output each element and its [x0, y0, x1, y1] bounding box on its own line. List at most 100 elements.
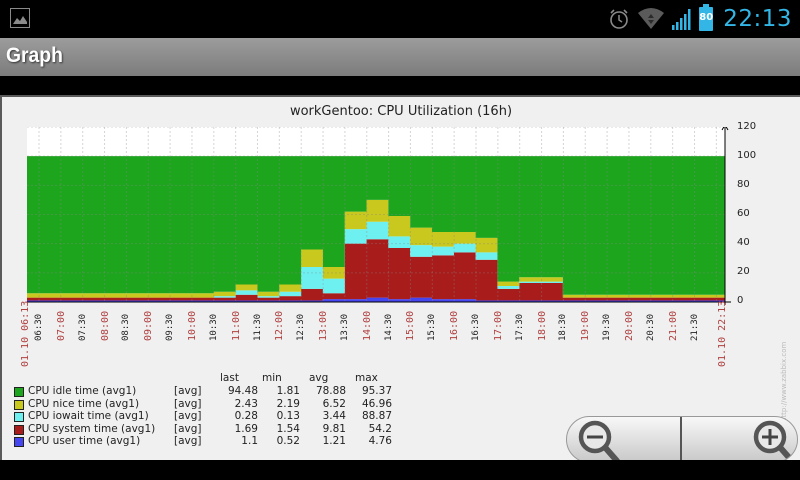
legend-function: [avg] [174, 422, 202, 435]
zoom-controls [566, 416, 798, 463]
x-axis-label: 14:00 [361, 310, 373, 341]
y-tick-label: 120 [737, 121, 757, 132]
legend-series-name: CPU idle time (avg1) [28, 385, 137, 397]
zoom-in-button[interactable] [682, 417, 795, 462]
x-axis-label: 07:00 [55, 310, 67, 341]
legend-header-last: last [220, 372, 239, 384]
series-area [27, 297, 725, 302]
x-axis-label: 16:00 [449, 310, 461, 341]
x-axis-label: 06:30 [34, 313, 44, 341]
legend-min: 2.19 [276, 397, 300, 410]
legend-last: 1.69 [234, 422, 258, 435]
legend-last: 94.48 [227, 385, 258, 397]
legend-max: 88.87 [361, 410, 392, 422]
legend-swatch [14, 412, 24, 422]
x-axis-label: 18:30 [558, 313, 569, 341]
legend-avg: 3.44 [322, 410, 346, 422]
legend-function: [avg] [174, 410, 202, 422]
legend-row: CPU system time (avg1) [avg] 1.69 1.54 9.81 5… [14, 423, 394, 436]
x-axis-label: 20:30 [645, 313, 656, 341]
zoom-out-icon [578, 420, 620, 462]
x-axis-label: 12:30 [296, 313, 307, 341]
status-bar: 80 22:13 [0, 0, 800, 38]
legend-header-min: min [262, 372, 282, 384]
x-axis-label: 08:30 [121, 313, 132, 341]
x-axis-label: 13:30 [339, 313, 350, 341]
bottom-bar [0, 460, 800, 480]
x-axis-label: 21:00 [667, 310, 679, 341]
zoom-out-button[interactable] [567, 417, 680, 462]
series-area [27, 221, 725, 298]
legend-header-avg: avg [309, 372, 329, 384]
legend-max: 54.2 [368, 422, 392, 435]
action-bar: Graph [0, 38, 800, 76]
x-axis-label: 20:00 [623, 310, 635, 341]
legend-avg: 6.52 [322, 397, 346, 410]
legend-series-name: CPU user time (avg1) [28, 435, 141, 447]
battery-level: 80 [699, 12, 714, 23]
legend-avg: 1.21 [322, 435, 346, 447]
x-axis-label: 11:30 [252, 313, 263, 341]
x-axis-label: 10:00 [186, 310, 198, 341]
zoom-divider [680, 417, 682, 462]
graph-title: workGentoo: CPU Utilization (16h) [289, 104, 513, 119]
x-axis-label: 09:00 [143, 310, 155, 341]
x-axis-label: 07:30 [77, 313, 88, 341]
status-clock: 22:13 [723, 6, 792, 32]
x-axis-label: 08:00 [99, 310, 111, 341]
x-axis-label: 18:00 [536, 310, 548, 341]
legend-min: 0.52 [276, 435, 300, 447]
x-axis-label: 01.10 22:13 [717, 300, 728, 367]
legend-last: 1.1 [241, 435, 258, 447]
y-tick-label: 80 [737, 179, 750, 190]
x-axis-label: 12:00 [274, 310, 286, 341]
y-tick-label: 100 [737, 150, 757, 161]
legend-swatch [14, 399, 24, 410]
y-tick-label: 60 [737, 208, 750, 219]
legend-min: 0.13 [276, 410, 300, 422]
legend-min: 1.81 [276, 385, 300, 397]
legend-series-name: CPU system time (avg1) [28, 422, 156, 435]
x-axis-label: 11:00 [230, 310, 242, 341]
zoom-in-icon [753, 420, 795, 462]
battery-icon: 80 [699, 4, 714, 31]
y-tick-label: 20 [737, 266, 750, 277]
x-axis-label: 16:30 [471, 313, 481, 341]
wifi-icon [638, 8, 665, 29]
graph-image[interactable]: workGentoo: CPU Utilization (16h) 120 100… [0, 95, 800, 460]
x-axis-label: 10:30 [208, 313, 219, 341]
x-axis-label: 14:30 [383, 313, 394, 341]
legend-row: CPU iowait time (avg1) [avg] 0.28 0.13 3.44 8… [14, 410, 394, 423]
gallery-notification-icon [10, 8, 30, 28]
legend-swatch [14, 387, 24, 397]
legend-avg: 9.81 [322, 422, 346, 435]
y-tick-label: 40 [737, 237, 750, 248]
legend-swatch [14, 437, 24, 447]
y-tick-label: 0 [737, 295, 744, 306]
signal-icon [672, 9, 691, 30]
x-axis-label: 13:00 [318, 310, 330, 341]
legend-last: 2.43 [234, 397, 258, 410]
legend-min: 1.54 [276, 422, 300, 435]
series-area [27, 199, 725, 298]
x-axis-label: 17:30 [514, 313, 525, 341]
x-axis-label: 15:00 [405, 310, 417, 341]
legend-function: [avg] [174, 385, 202, 397]
legend-series-name: CPU iowait time (avg1) [28, 410, 149, 422]
page-title: Graph [6, 44, 63, 67]
legend-last: 0.28 [234, 410, 258, 422]
alarm-icon [610, 9, 629, 29]
cpu-utilization-chart [27, 127, 731, 305]
legend-row: CPU user time (avg1) [avg] 1.1 0.52 1.21 4.76 [14, 435, 394, 448]
zabbix-watermark: http://www.zabbix.com [780, 341, 788, 422]
x-axis-label: 15:30 [427, 313, 438, 341]
legend-function: [avg] [174, 435, 202, 447]
legend-function: [avg] [174, 397, 202, 410]
legend-max: 95.37 [361, 385, 392, 397]
legend-series-name: CPU nice time (avg1) [28, 397, 140, 410]
legend-swatch [14, 424, 24, 435]
x-axis-label: 01.10 06:13 [20, 300, 31, 367]
series-area [27, 156, 725, 295]
legend-max: 46.96 [361, 397, 392, 410]
legend-row: CPU nice time (avg1) [avg] 2.43 2.19 6.52 46.… [14, 398, 394, 411]
